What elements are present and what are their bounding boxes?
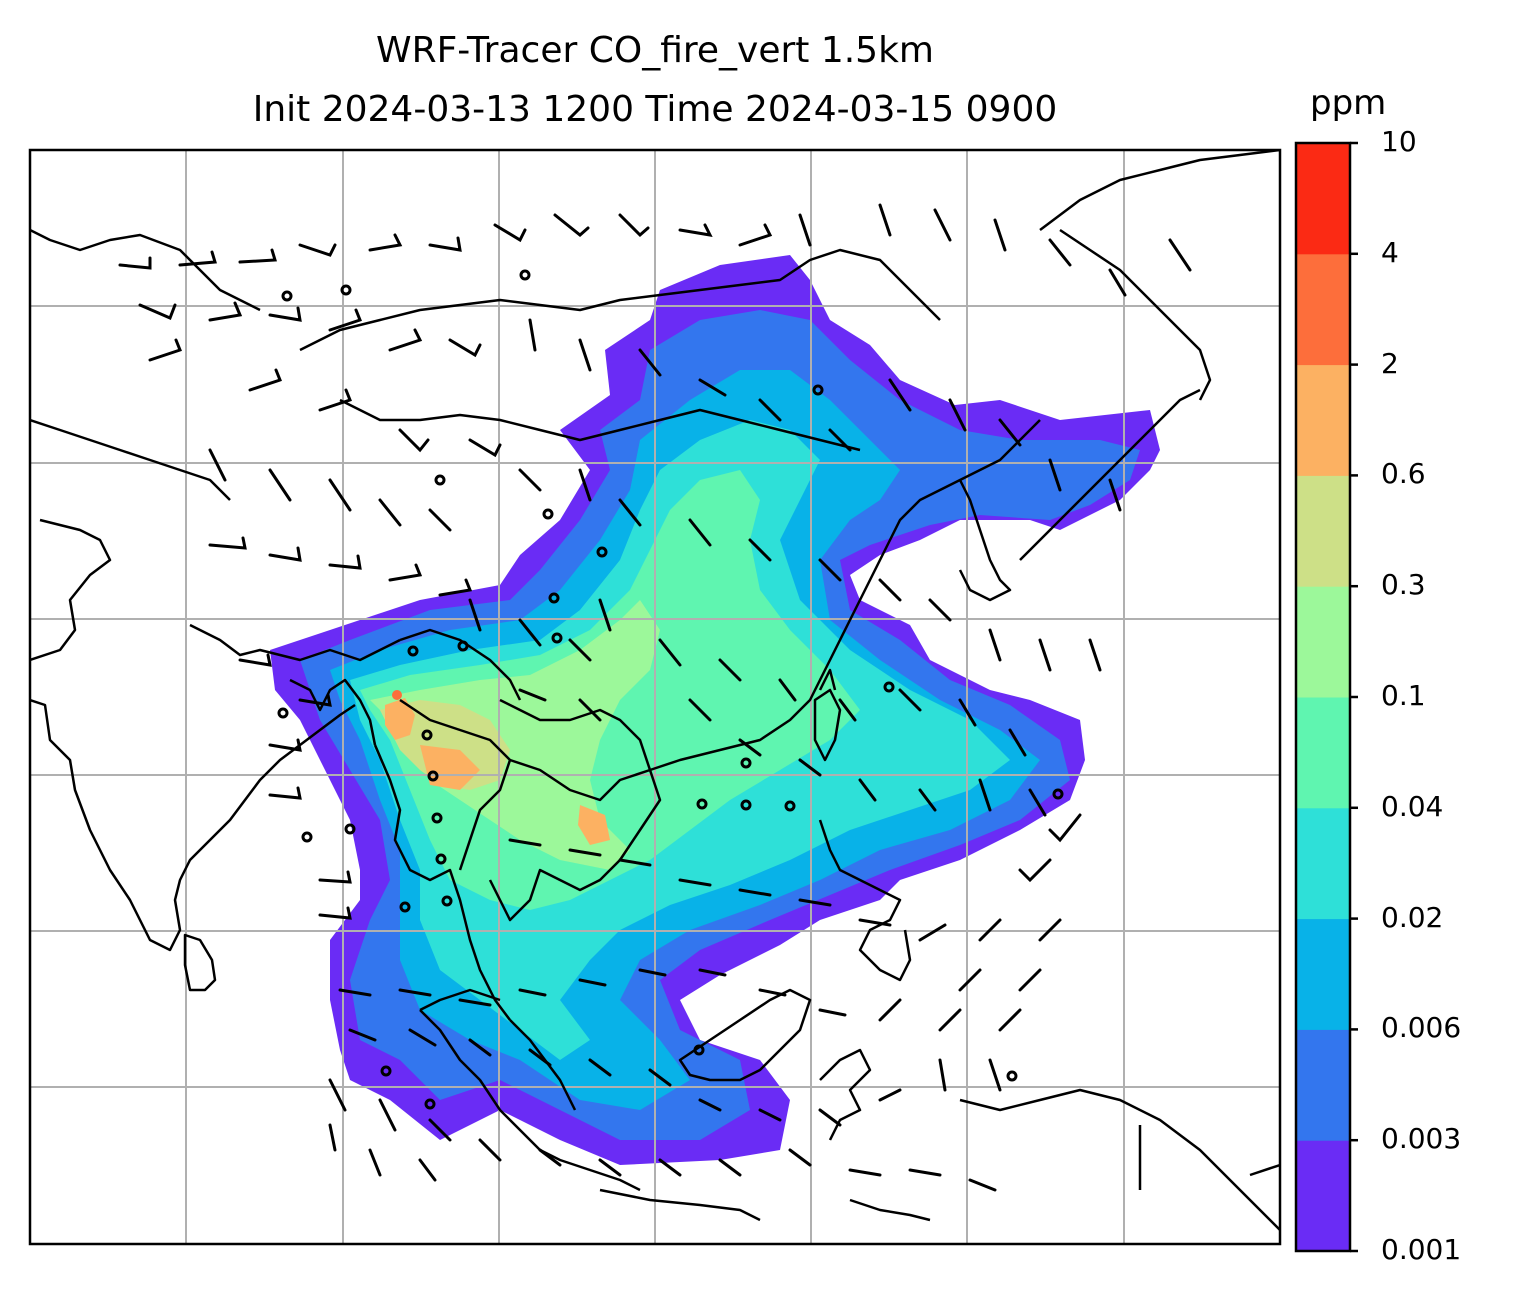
border-central-asia: [30, 228, 261, 312]
colorbar-tick-label: 0.003: [1381, 1122, 1462, 1156]
coastline-kamchatka: [1059, 228, 1212, 401]
coastline-taiwan: [818, 668, 837, 691]
coastline-vietnam: [499, 698, 652, 771]
coastline-newguinea: [959, 1088, 1280, 1231]
coastline-myanmar: [373, 744, 511, 1021]
plume-hotspot: [392, 690, 402, 700]
coastline-india: [30, 698, 356, 952]
wind-barbs: [118, 203, 1192, 1192]
plume-level-8c: [578, 805, 610, 845]
coastline-malay: [509, 1019, 577, 1111]
map-area: [30, 150, 1280, 1244]
coastlines: [30, 150, 1280, 1231]
colorbar-segment: [1296, 807, 1350, 920]
colorbar-segment: [1296, 475, 1350, 587]
border-china-interior: [399, 628, 522, 701]
colorbar-segment: [1296, 253, 1350, 366]
coastline-borneo: [678, 988, 812, 1082]
colorbar-tick-label: 10: [1381, 125, 1417, 158]
coastline-china: [649, 419, 1041, 772]
plume-level-8: [385, 698, 415, 740]
chart-title-line2: Init 2024-03-13 1200 Time 2024-03-15 090…: [252, 89, 1058, 130]
colorbar-tick-label: 0.3: [1381, 568, 1426, 602]
border-mongolia: [299, 248, 941, 352]
coastline-sumatra-west: [419, 988, 501, 1012]
calm-wind-markers: [277, 269, 1064, 1110]
border-china-mongolia: [339, 398, 861, 452]
coastline-nt-australia: [1249, 1163, 1280, 1177]
gridlines: [30, 150, 1280, 1244]
coastline-japan: [1019, 388, 1201, 561]
colorbar: [1294, 141, 1358, 1253]
colorbar-segment: [1296, 697, 1350, 809]
coastline-sumatra: [419, 1009, 641, 1192]
colorbar-segment: [1296, 586, 1350, 698]
tracer-plume: [270, 255, 1160, 1165]
coastline-korea: [958, 479, 1012, 602]
colorbar-tick-label: 0.1: [1381, 679, 1426, 712]
border-bangladesh: [289, 678, 377, 746]
chart-title-line1: WRF-Tracer CO_fire_vert 1.5km: [375, 30, 935, 71]
colorbar-segment: [1296, 143, 1350, 255]
colorbar-tick-label: 0.6: [1381, 457, 1426, 491]
colorbar-tick-label: 0.001: [1381, 1233, 1462, 1266]
border-west: [30, 418, 231, 501]
colorbar-tick-label: 0.04: [1381, 789, 1444, 823]
border-himalaya: [189, 623, 401, 662]
coastline-java: [599, 1188, 761, 1222]
colorbar-segment: [1296, 1029, 1350, 1141]
coastline-luzon: [813, 688, 842, 762]
coastline-philippines: [818, 819, 912, 982]
colorbar-segment: [1296, 1140, 1350, 1252]
colorbar-tick-label: 2: [1381, 346, 1399, 380]
map-frame: [28, 148, 1282, 1246]
colorbar-tick-label: 0.02: [1381, 900, 1444, 934]
plume-level-6: [370, 600, 660, 870]
colorbar-segment: [1296, 918, 1350, 1030]
coastline-okhotsk: [1039, 150, 1280, 231]
colorbar-tick-label: 0.006: [1381, 1011, 1462, 1045]
colorbar-unit: ppm: [1310, 83, 1387, 123]
coastline-timor: [849, 1198, 931, 1222]
border-north-west: [30, 518, 112, 662]
coastline-srilanka: [183, 933, 217, 992]
coastline-sulawesi: [819, 1048, 872, 1141]
colorbar-tick-label: 4: [1381, 235, 1399, 269]
colorbar-segment: [1296, 364, 1350, 476]
